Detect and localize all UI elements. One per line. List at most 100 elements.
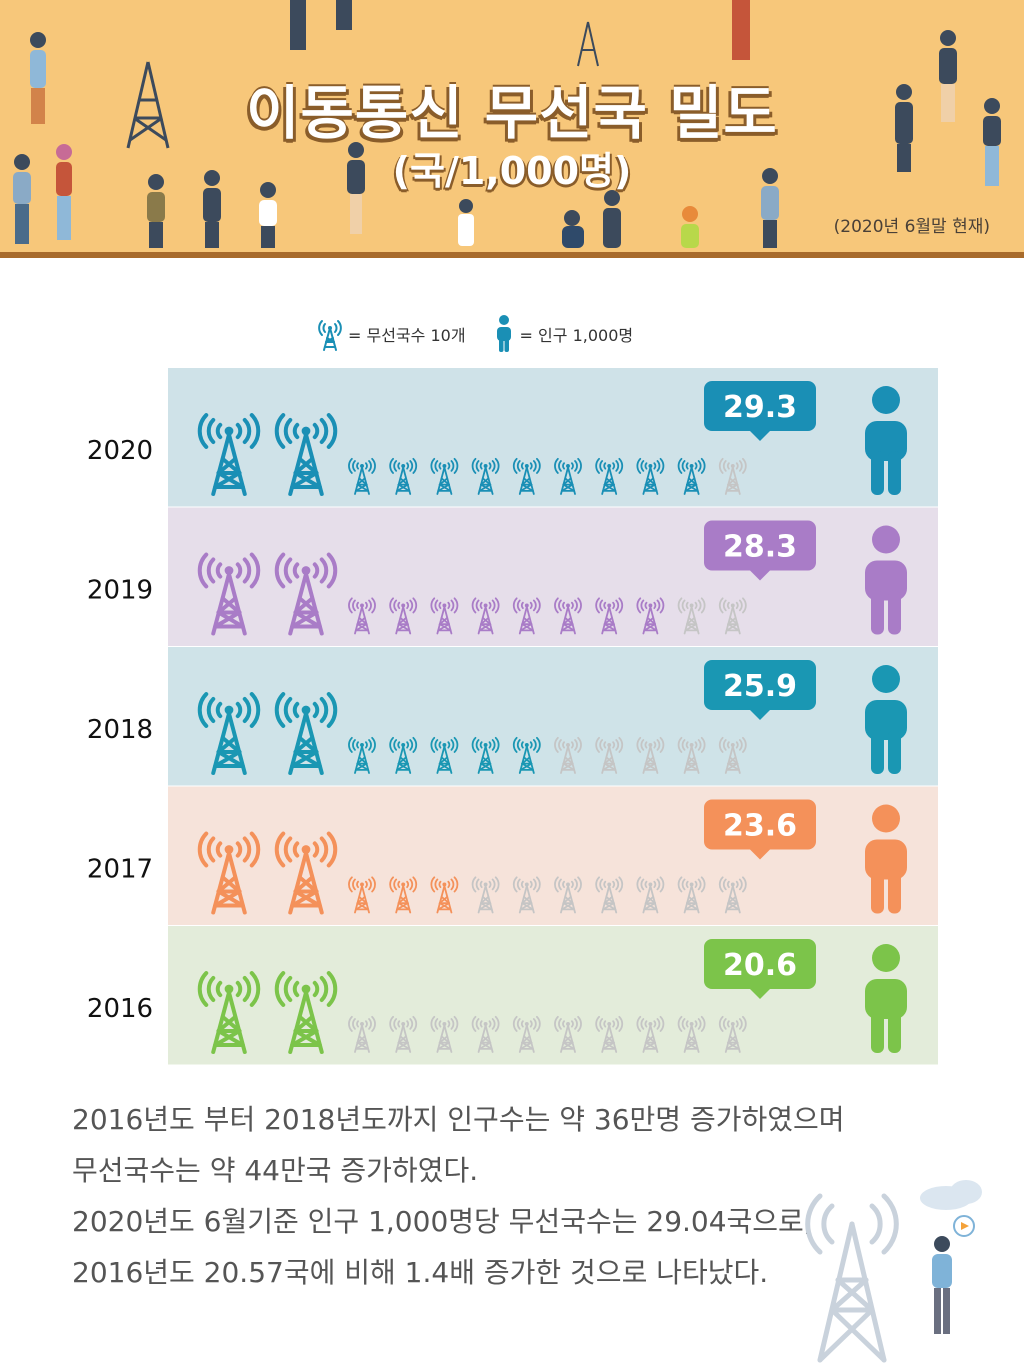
radio-tower-icon [389, 876, 418, 914]
radio-tower-icon [636, 736, 665, 774]
page-subtitle: (국/1,000명) [392, 149, 632, 193]
value-label: 25.9 [723, 669, 797, 704]
category-label: 2017 [87, 855, 153, 885]
radio-tower-icon [197, 413, 261, 496]
tower-illustration-icon [805, 1193, 899, 1363]
radio-tower-icon [554, 597, 582, 635]
radio-tower-icon [430, 457, 459, 495]
person-icon [865, 386, 907, 495]
radio-tower-icon [512, 876, 541, 914]
radio-tower-icon [348, 876, 376, 914]
description-line: 2016년도 20.57국에 비해 1.4배 증가한 것으로 나타났다. [72, 1256, 769, 1289]
radio-tower-icon [348, 1015, 376, 1053]
person-illustration-icon [13, 0, 1001, 248]
category-label: 2016 [87, 994, 153, 1024]
radio-tower-icon [348, 457, 376, 495]
person-icon [496, 315, 511, 352]
legend-person-label: = 인구 1,000명 [519, 326, 634, 345]
radio-tower-icon [636, 597, 665, 635]
radio-tower-icon [636, 457, 665, 495]
value-bubble [704, 799, 816, 850]
category-label: 2018 [87, 715, 153, 745]
radio-tower-icon [471, 597, 500, 635]
radio-tower-icon [554, 736, 582, 774]
radio-tower-icon [471, 1015, 500, 1053]
radio-tower-icon [197, 831, 261, 915]
radio-tower-icon [718, 736, 747, 774]
chart-row-2019: 2019 28.3 [87, 507, 938, 646]
radio-tower-icon [430, 1015, 459, 1053]
description-line: 2020년도 6월기준 인구 1,000명당 무선국수는 29.04국으로, [72, 1205, 813, 1238]
person-icon [865, 525, 907, 635]
radio-tower-icon [677, 736, 706, 774]
description-text: 2016년도 부터 2018년도까지 인구수는 약 36만명 증가하였으며 무선… [72, 1094, 932, 1298]
radio-tower-icon [512, 736, 541, 774]
radio-tower-icon [274, 552, 338, 636]
chat-bubble-icon [953, 1215, 975, 1237]
cloud-icon [920, 1180, 982, 1210]
radio-tower-icon [471, 457, 500, 495]
value-bubble [704, 381, 816, 431]
description-line: 2016년도 부터 2018년도까지 인구수는 약 36만명 증가하였으며 [72, 1103, 845, 1136]
radio-tower-icon [718, 597, 747, 635]
radio-tower-icon [274, 831, 338, 915]
row-background [168, 368, 938, 507]
radio-tower-icon [471, 876, 500, 914]
chart-row-2016: 2016 20.6 [87, 926, 938, 1065]
chart-row-2018: 2018 25.9 [87, 647, 938, 786]
person-illustration-icon [932, 1236, 952, 1334]
radio-tower-icon [718, 1015, 747, 1053]
radio-tower-icon [595, 736, 624, 774]
radio-tower-icon [274, 971, 338, 1054]
person-icon [865, 804, 907, 914]
row-background [168, 786, 938, 925]
radio-tower-icon [389, 457, 418, 495]
radio-tower-icon [677, 1015, 706, 1053]
header-illustration [13, 0, 1001, 248]
category-label: 2019 [87, 576, 153, 606]
radio-tower-icon [430, 597, 459, 635]
radio-tower-icon [677, 876, 706, 914]
description-line: 무선국수는 약 44만국 증가하였다. [72, 1154, 479, 1187]
radio-tower-icon [512, 1015, 541, 1053]
tower-person-illustration [805, 1180, 982, 1363]
radio-tower-icon [595, 876, 624, 914]
header-banner: 이동통신 무선국 밀도 (국/1,000명) (2020년 6월말 현재) [0, 0, 1024, 258]
page-title: 이동통신 무선국 밀도 [246, 79, 778, 147]
radio-tower-icon [554, 457, 582, 495]
value-label: 20.6 [723, 948, 797, 983]
radio-tower-icon [636, 876, 665, 914]
radio-tower-icon [595, 597, 624, 635]
category-label: 2020 [87, 436, 153, 466]
radio-tower-icon [677, 457, 706, 495]
value-label: 29.3 [723, 390, 797, 425]
legend-tower-label: = 무선국수 10개 [348, 326, 466, 345]
legend: = 무선국수 10개 = 인구 1,000명 [316, 312, 659, 356]
date-note: (2020년 6월말 현재) [833, 217, 990, 237]
tower-illustration-icon [126, 61, 170, 149]
value-label: 28.3 [723, 530, 797, 565]
radio-tower-icon [595, 1015, 624, 1053]
radio-tower-icon [718, 457, 747, 495]
legend-item-tower: = 무선국수 10개 [316, 316, 466, 352]
radio-tower-icon [389, 597, 418, 635]
radio-tower-icon [554, 1015, 582, 1053]
person-icon [865, 944, 907, 1053]
value-bubble [704, 520, 816, 571]
radio-tower-icon [512, 457, 541, 495]
radio-tower-icon [389, 736, 418, 774]
radio-tower-icon [274, 413, 338, 496]
radio-tower-icon [318, 320, 342, 351]
chart-row-2020: 2020 29.3 [87, 368, 938, 507]
radio-tower-icon [718, 876, 747, 914]
legend-item-person: = 인구 1,000명 [492, 314, 634, 354]
value-label: 23.6 [723, 809, 797, 844]
radio-tower-icon [197, 971, 261, 1054]
radio-tower-icon [348, 736, 376, 774]
chart-row-2017: 2017 23.6 [87, 786, 938, 925]
radio-tower-icon [430, 876, 459, 914]
radio-tower-icon [636, 1015, 665, 1053]
radio-tower-icon [471, 736, 500, 774]
radio-tower-icon [430, 736, 459, 774]
value-bubble [704, 939, 816, 989]
